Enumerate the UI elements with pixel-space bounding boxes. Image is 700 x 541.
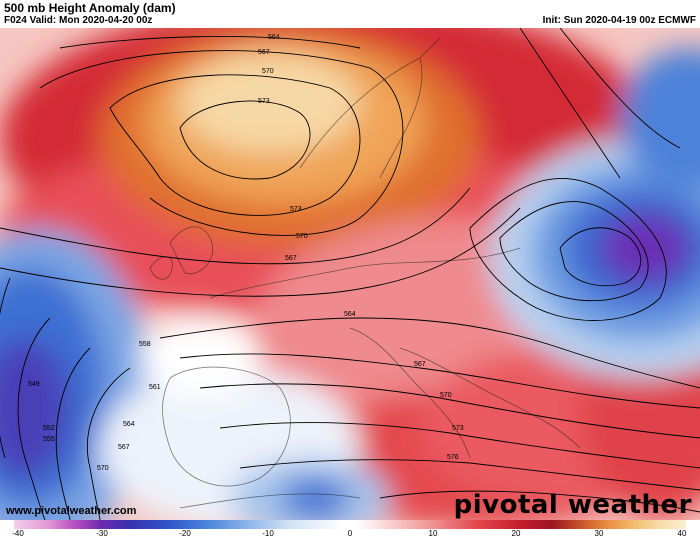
colorbar-tick: 10 <box>428 529 438 538</box>
colorbar-tick: 40 <box>677 529 687 538</box>
height-contours <box>0 28 700 520</box>
colorbar-strip <box>14 520 686 529</box>
contour-label: 570 <box>296 233 308 240</box>
colorbar-ticks: -40 -30 -20 -10 0 10 20 30 40 <box>4 529 696 541</box>
contour-label: 573 <box>452 425 464 432</box>
map-canvas: 564 567 570 573 573 570 567 564 567 570 … <box>0 28 700 520</box>
website-url: www.pivotalweather.com <box>6 505 137 517</box>
contour-label: 576 <box>447 454 459 461</box>
colorbar-tick: 20 <box>511 529 521 538</box>
colorbar-tick: -30 <box>96 529 108 538</box>
contour-label: 570 <box>440 392 452 399</box>
colorbar-tick: -10 <box>262 529 274 538</box>
colorbar: -40 -30 -20 -10 0 10 20 30 40 <box>4 520 696 541</box>
anomaly-map[interactable]: 564 567 570 573 573 570 567 564 567 570 … <box>0 28 700 520</box>
colorbar-tick: 0 <box>347 529 353 538</box>
coastlines <box>149 37 581 509</box>
contour-label: 564 <box>123 421 135 428</box>
map-header: 500 mb Height Anomaly (dam) F024 Valid: … <box>0 0 700 28</box>
contour-label: 558 <box>139 341 151 348</box>
contour-label: 567 <box>118 444 130 451</box>
contour-label: 573 <box>290 206 302 213</box>
map-title: 500 mb Height Anomaly (dam) <box>4 1 176 15</box>
colorbar-tick: -40 <box>12 529 24 538</box>
brand-logo: pivotal weather <box>453 490 692 520</box>
contour-labels: 564 567 570 573 573 570 567 564 567 570 … <box>28 34 464 472</box>
contour-label: 570 <box>97 465 109 472</box>
contour-label: 564 <box>268 34 280 41</box>
contour-label: 567 <box>414 361 426 368</box>
contour-label: 555 <box>43 436 55 443</box>
anomaly-field <box>0 28 700 520</box>
contour-label: 552 <box>43 425 55 432</box>
contour-label: 570 <box>262 68 274 75</box>
contour-label: 567 <box>285 255 297 262</box>
valid-time: F024 Valid: Mon 2020-04-20 00z <box>4 15 153 26</box>
contour-label: 549 <box>28 381 40 388</box>
contour-label: 573 <box>258 98 270 105</box>
init-time: Init: Sun 2020-04-19 00z ECMWF <box>542 15 696 26</box>
contour-label: 567 <box>258 49 270 56</box>
colorbar-tick: 30 <box>594 529 604 538</box>
contour-label: 561 <box>149 384 161 391</box>
contour-label: 564 <box>344 311 356 318</box>
colorbar-tick: -20 <box>179 529 191 538</box>
